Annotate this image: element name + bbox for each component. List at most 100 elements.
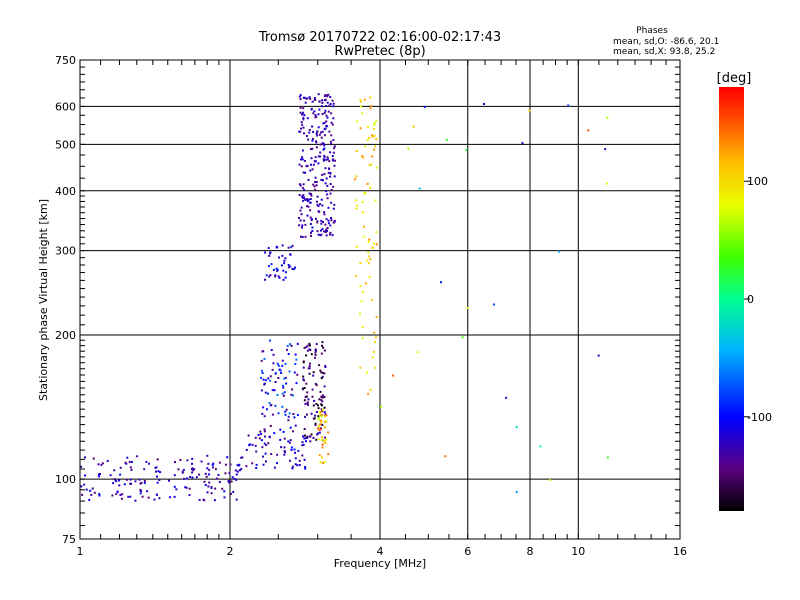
data-point [156,458,159,461]
data-point [278,276,281,279]
data-point [355,175,358,178]
data-point [129,482,132,485]
data-point [298,95,301,98]
data-point [306,402,309,405]
data-point [115,480,118,483]
data-point [241,456,244,459]
data-point [262,463,265,466]
data-point [310,157,313,160]
data-point [368,136,371,139]
data-point [312,417,315,420]
data-point [322,159,325,162]
data-point [326,227,329,229]
data-point [319,234,322,237]
colorbar-tick-label: -100 [747,411,772,424]
data-point [309,169,312,172]
data-point [283,391,286,394]
data-point [423,105,426,108]
data-point [334,159,336,162]
data-point [155,493,158,496]
data-point [118,484,121,487]
data-point [325,120,328,123]
data-point [317,155,320,158]
data-point [360,105,362,108]
data-point [308,198,310,201]
data-point [313,185,316,188]
data-point [373,134,376,137]
data-point [323,436,326,439]
data-point [303,428,306,430]
data-point [320,438,323,441]
data-point [263,428,266,431]
data-point [330,140,332,143]
data-point [366,182,369,185]
data-point [272,362,275,365]
data-point [216,477,218,480]
data-point [327,431,330,434]
data-point [296,414,299,417]
data-point [314,353,317,356]
data-point [368,255,371,258]
data-point [118,479,121,482]
data-point [301,113,304,116]
data-point [492,303,495,306]
data-point [312,137,314,140]
data-point [301,444,304,447]
data-point [267,377,270,380]
data-point [262,406,265,409]
colorbar-tick-label: 0 [747,293,754,306]
data-point [177,468,180,471]
data-point [367,392,370,395]
data-point [212,462,215,465]
data-point [235,473,238,476]
data-point [287,353,290,355]
data-point [306,117,309,120]
data-point [287,419,290,422]
data-point [317,113,320,116]
data-point [321,446,324,449]
data-point [326,156,329,159]
data-point [186,459,189,462]
data-point [98,493,101,496]
data-point [299,184,302,187]
data-point [321,375,324,378]
data-point [98,475,101,478]
data-point [370,163,373,166]
data-point [320,371,323,374]
data-point [317,407,320,410]
data-point [306,401,309,404]
data-point [284,362,287,365]
data-point [173,485,176,488]
data-point [269,274,272,277]
data-point [309,97,312,100]
data-point [320,198,323,201]
data-point [287,264,290,266]
data-point [369,258,372,261]
data-point [311,395,314,398]
data-point [309,440,312,443]
data-point [281,244,284,247]
y-axis-label: Stationary phase Virtual Height [km] [37,199,50,401]
data-point [301,441,304,444]
data-point [294,353,297,356]
data-point [283,262,286,265]
data-point [290,448,293,451]
data-point [287,440,290,443]
data-point [362,235,365,238]
data-point [329,192,332,195]
data-point [136,455,139,458]
data-point [184,486,187,489]
data-point [367,240,370,243]
data-point [330,217,332,219]
data-point [181,471,184,474]
data-point [193,468,196,471]
data-point [369,107,372,110]
data-point [329,172,332,175]
data-point [314,356,316,359]
data-point [444,455,447,458]
data-point [290,393,293,396]
data-point [286,348,288,351]
data-point [323,411,326,414]
data-point [265,444,268,447]
